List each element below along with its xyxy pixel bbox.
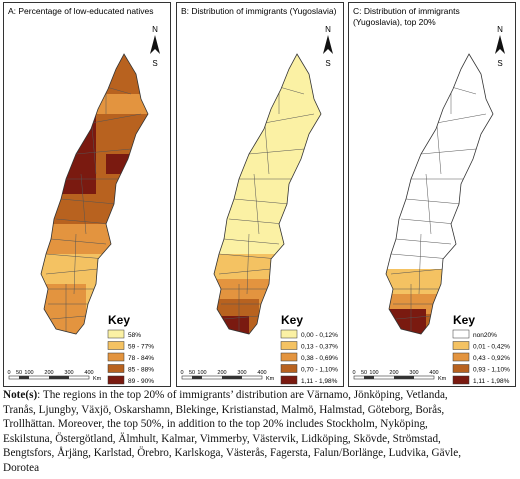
legend-swatch [452, 375, 470, 385]
scale-bar-segment [394, 376, 414, 379]
legend-swatch [452, 329, 470, 339]
legend-swatch [107, 329, 125, 339]
country-outline [213, 53, 322, 335]
legend-swatch [452, 364, 470, 373]
note-line: Trollhättan. Moreover, the top 50%, in a… [3, 417, 519, 432]
note-text: : The regions in the top 20% of immigran… [37, 389, 448, 401]
figure: A: Percentage of low-educated natives N S K… [3, 2, 516, 387]
scale-label: 50 [189, 370, 195, 376]
note-text: Tranås, Ljungby, Växjö, Oskarshamn, Blek… [3, 403, 445, 416]
north-label: N [325, 25, 331, 34]
scale-bar-segment [222, 376, 242, 379]
scale-label: 300 [409, 370, 418, 376]
legend-label: 1,11 - 1,98% [301, 378, 338, 385]
north-arrow [323, 35, 333, 54]
scale-label: 200 [44, 370, 53, 376]
panel-title: A: Percentage of low-educated natives [8, 6, 154, 16]
scale-label: 0 [180, 370, 183, 376]
note: Note(s): The regions in the top 20% of i… [3, 388, 519, 476]
note-label: Note(s) [3, 389, 38, 401]
note-text: Bengtsfors, Årjäng, Karlstad, Örebro, Ka… [3, 447, 462, 460]
key-title: Key [281, 313, 303, 327]
scale-bar-segment [19, 376, 29, 379]
scale-bar-segment [49, 376, 69, 379]
scale-label: 0 [352, 370, 355, 376]
country-outline [385, 53, 494, 335]
legend-label: 78 - 84% [128, 355, 154, 362]
legend-label: 58% [128, 332, 141, 339]
legend-label: 1,11 - 1,98% [473, 378, 510, 385]
scale-label: 400 [429, 370, 438, 376]
scale-label: 200 [389, 370, 398, 376]
scale-unit: Km [438, 376, 447, 382]
legend-swatch [280, 329, 298, 339]
region-borders [218, 64, 315, 334]
scale-label: 100 [369, 370, 378, 376]
region-borders [390, 64, 487, 334]
note-line: Bengtsfors, Årjäng, Karlstad, Örebro, Ka… [3, 446, 519, 461]
legend-label: 85 - 88% [128, 367, 154, 374]
legend-swatch [107, 375, 125, 385]
panel-title: (Yugoslavia), top 20% [353, 17, 436, 27]
legend-label: 0,13 - 0,37% [301, 344, 338, 351]
scale-label: 300 [237, 370, 246, 376]
legend-swatch [107, 341, 125, 350]
note-line: Note(s): The regions in the top 20% of i… [3, 388, 519, 403]
north-label: N [497, 25, 503, 34]
map-panel: A: Percentage of low-educated natives N S K… [3, 2, 171, 387]
key-title: Key [453, 313, 475, 327]
legend-swatch [107, 352, 125, 362]
map-panel: B: Distribution of immigrants (Yugoslavi… [176, 2, 344, 387]
scale-label: 300 [64, 370, 73, 376]
scale-label: 50 [361, 370, 367, 376]
legend-swatch [452, 341, 470, 350]
note-text: Trollhättan. Moreover, the top 50%, in a… [3, 418, 428, 431]
north-arrow [495, 35, 505, 54]
note-line: Eskilstuna, Östergötland, Älmhult, Kalma… [3, 432, 519, 447]
note-text: Eskilstuna, Östergötland, Älmhult, Kalma… [3, 432, 441, 445]
note-text: Dorotea [3, 461, 40, 474]
note-line: Dorotea [3, 461, 519, 476]
south-label: S [497, 59, 502, 68]
legend-swatch [280, 364, 298, 373]
scale-unit: Km [266, 376, 275, 382]
scale-label: 200 [217, 370, 226, 376]
scale-bar-segment [364, 376, 374, 379]
south-label: S [325, 59, 330, 68]
scale-unit: Km [93, 376, 102, 382]
scale-label: 50 [16, 370, 22, 376]
scale-bar-segment [192, 376, 202, 379]
map-panel: C: Distribution of immigrants(Yugoslavia… [348, 2, 516, 387]
north-arrow [150, 35, 160, 54]
legend-swatch [280, 375, 298, 385]
panel-title: B: Distribution of immigrants (Yugoslavi… [181, 6, 337, 16]
country-outline [40, 53, 149, 335]
scale-label: 0 [7, 370, 10, 376]
legend-swatch [107, 364, 125, 373]
legend-label: 0,38 - 0,69% [301, 355, 338, 362]
legend-label: non20% [473, 332, 497, 339]
scale-label: 400 [257, 370, 266, 376]
south-label: S [152, 59, 157, 68]
panel-title: C: Distribution of immigrants [353, 6, 460, 16]
legend-label: 0,01 - 0,42% [473, 344, 510, 351]
legend-label: 0,43 - 0,92% [473, 355, 510, 362]
legend-label: 0,70 - 1,10% [301, 367, 338, 374]
scale-label: 100 [24, 370, 33, 376]
legend-swatch [280, 341, 298, 350]
note-line: Tranås, Ljungby, Växjö, Oskarshamn, Blek… [3, 403, 519, 418]
key-title: Key [108, 313, 130, 327]
legend-label: 59 - 77% [128, 344, 154, 351]
scale-label: 100 [197, 370, 206, 376]
legend-swatch [280, 352, 298, 362]
region-borders [45, 64, 142, 334]
legend-swatch [452, 352, 470, 362]
north-label: N [152, 25, 158, 34]
legend-label: 89 - 90% [128, 378, 154, 385]
legend-label: 0,00 - 0,12% [301, 332, 338, 339]
scale-label: 400 [84, 370, 93, 376]
legend-label: 0,93 - 1,10% [473, 367, 510, 374]
